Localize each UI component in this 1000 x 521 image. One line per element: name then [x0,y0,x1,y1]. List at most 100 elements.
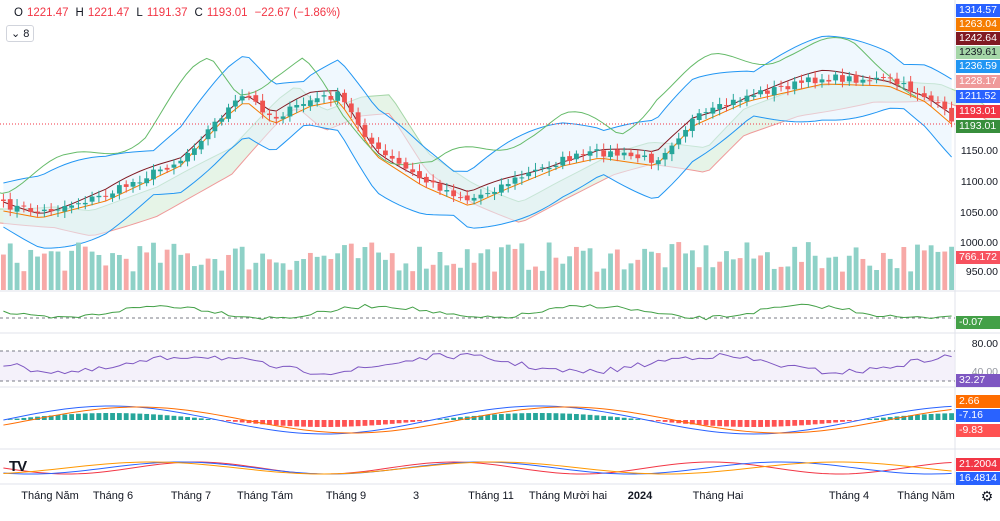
tradingview-logo[interactable]: TV [9,458,27,475]
high-label: H [75,7,84,19]
volume-bar [533,266,538,290]
open-label: O [14,7,23,19]
candle-body [273,116,279,119]
volume-bar [423,268,429,290]
candle-body [778,85,784,87]
rsi-line [3,352,952,376]
volume-bar [403,263,409,290]
volume-bar [260,253,266,290]
volume-bar [826,257,832,290]
candle-body [635,154,641,159]
candle-body [335,91,341,101]
candle-body [171,164,177,168]
candle-body [539,167,545,169]
indicators-collapse-button[interactable]: ⌄ 8 [6,25,35,42]
volume-bar [724,251,729,290]
macd-histogram-bar [328,420,334,427]
candle-body [458,197,463,199]
candle-body [853,74,859,83]
volume-bar [14,262,20,290]
macd-histogram-bar [874,418,879,420]
volume-bar [915,244,920,290]
volume-bar [649,251,654,290]
indicator-panes [0,303,955,475]
time-axis-label: Tháng Năm [21,490,79,502]
macd-histogram-bar [232,420,238,422]
candle-body [662,152,668,160]
volume-bar [737,258,743,290]
time-axis-label: Tháng Mười hai [528,490,608,502]
macd-histogram-bar [512,413,518,420]
dmi-line [3,461,952,475]
macd-histogram-bar [935,413,941,420]
volume-bar [580,250,586,290]
candle-body [703,112,709,114]
candle-body [880,76,886,78]
macd-histogram-bar [519,413,525,420]
candle-body [82,202,88,205]
candle-body [21,205,27,207]
volume-bar [96,254,102,290]
macd-histogram-bar [574,414,579,420]
macd-histogram-bar [396,420,402,424]
price-tag-basis: 1236.59 [956,60,1000,73]
macd-histogram-bar [921,414,927,420]
candle-body [116,185,122,194]
volume-bar [116,254,122,290]
volume-bar [942,251,948,290]
candle-body [594,149,600,151]
volume-bar [219,270,225,290]
volume-bar [192,266,197,290]
volume-bar [621,269,627,290]
macd-histogram-bar [594,415,600,420]
close-value: 1193.01 [206,7,248,19]
price-axis-label: 1100.00 [960,176,998,188]
candle-body [567,156,572,162]
price-tag-lagging: 1193.01 [956,120,1000,133]
macd-histogram-bar [89,413,95,420]
volume-bar [321,255,327,290]
volume-bar [157,262,163,290]
candle-body [689,118,695,131]
candle-body [164,167,170,170]
candle-body [669,145,675,155]
price-axis-label: 1150.00 [960,145,998,157]
chevron-down-icon: ⌄ [11,28,21,40]
candle-body [846,76,852,82]
volume-bar [280,263,286,290]
volume-bar [294,260,300,290]
macd-histogram-bar [901,415,907,420]
macd-histogram-bar [669,420,675,423]
gear-icon[interactable]: ⚙ [980,488,994,504]
candle-body [89,196,95,202]
candle-body [676,138,682,145]
volume-bar [921,250,927,290]
macd-histogram-bar [14,418,20,420]
candle-body [498,184,504,193]
price-tag-upper-band: 1314.57 [956,4,1000,17]
macd-histogram-bar [805,420,811,425]
volume-bar [683,253,688,290]
macd-histogram-bar [157,414,163,420]
macd-histogram-bar [130,413,136,420]
candle-body [908,81,914,92]
candle-body [410,169,416,173]
macd-histogram-bar [498,414,504,420]
macd-histogram-bar [833,420,839,423]
volume-bar [935,251,941,290]
macd-histogram-bar [389,420,395,424]
macd-histogram-bar [915,414,920,420]
macd-histogram-bar [116,413,122,420]
candle-body [840,75,845,82]
volume-bar [887,258,893,290]
volume-bar [410,271,416,290]
volume-bar [778,266,784,290]
volume-bar [369,242,375,290]
macd-histogram-bar [314,420,320,427]
candle-body [1,199,6,202]
macd-histogram-bar [417,420,422,422]
candle-body [751,95,757,97]
candle-body [144,178,150,184]
ma-dark [3,69,952,214]
